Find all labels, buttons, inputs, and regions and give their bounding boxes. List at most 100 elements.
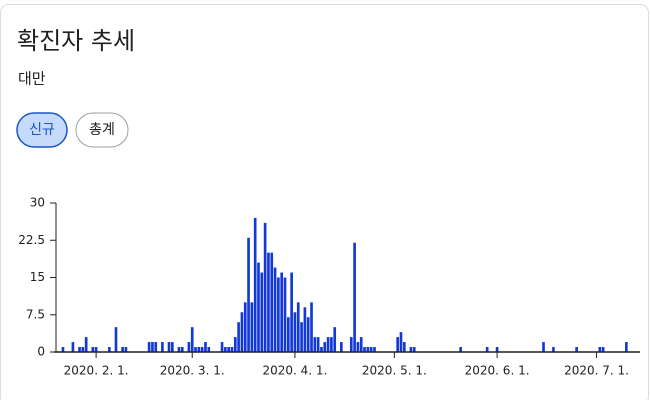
bar: [330, 337, 333, 352]
x-tick-label: 2020. 5. 1.: [362, 364, 427, 378]
bar: [359, 337, 363, 352]
bar: [250, 302, 254, 352]
chart-subtitle: 대만: [18, 70, 46, 88]
bar: [293, 312, 297, 352]
bar: [333, 327, 337, 352]
bar: [396, 337, 400, 352]
x-tick-label: 2020. 4. 1.: [263, 364, 328, 378]
bar: [233, 337, 237, 352]
bar: [161, 342, 164, 352]
bar: [114, 327, 118, 352]
bar: [283, 277, 287, 352]
bar: [323, 342, 327, 352]
bar: [625, 342, 628, 352]
bar: [197, 347, 201, 352]
bar: [316, 337, 320, 352]
bar: [180, 347, 184, 352]
bar: [412, 347, 416, 352]
y-tick-label: 22.5: [18, 233, 45, 247]
tab-label[interactable]: 총계: [89, 122, 115, 138]
bar: [306, 317, 310, 352]
bar: [108, 347, 111, 352]
x-tick-label: 2020. 3. 1.: [160, 364, 225, 378]
tab-button[interactable]: [75, 112, 129, 148]
bar: [300, 322, 303, 352]
bar: [273, 267, 277, 352]
bar: [243, 302, 247, 352]
bar: [78, 347, 81, 352]
bar: [260, 272, 264, 352]
bar: [366, 347, 370, 352]
bar: [240, 312, 244, 352]
tab-button[interactable]: [16, 112, 68, 148]
x-tick-label: 2020. 6. 1.: [465, 364, 530, 378]
bar: [187, 342, 191, 352]
bar: [194, 347, 197, 352]
bar: [147, 342, 151, 352]
bar: [363, 347, 366, 352]
bar: [402, 342, 406, 352]
y-tick-label: 30: [30, 196, 45, 210]
bar: [373, 347, 376, 352]
y-tick-label: 15: [30, 270, 45, 284]
bar: [303, 307, 307, 352]
bar: [542, 342, 545, 352]
tab-label[interactable]: 신규: [29, 122, 55, 138]
card-border: [0, 4, 649, 404]
bar: [280, 272, 284, 352]
bar: [253, 217, 257, 352]
bar: [257, 262, 260, 352]
bar: [247, 237, 250, 352]
bar: [459, 347, 462, 352]
bar: [81, 347, 85, 352]
bar: [277, 277, 280, 352]
chart-title: 확진자 추세: [17, 27, 135, 55]
tab-group: 신규 총계: [16, 112, 129, 148]
bar: [340, 342, 343, 352]
bar: [124, 347, 128, 352]
x-tick-label: 2020. 2. 1.: [64, 364, 129, 378]
bar: [286, 317, 290, 352]
bar: [207, 347, 211, 352]
bar: [320, 347, 323, 352]
bar: [310, 302, 313, 352]
y-tick-label: 0: [37, 345, 45, 359]
bar: [200, 347, 204, 352]
bar: [399, 332, 403, 352]
bar: [94, 347, 98, 352]
bar: [349, 337, 353, 352]
bar: [296, 302, 300, 352]
bar: [263, 222, 267, 352]
bar: [270, 252, 274, 352]
bar: [121, 347, 124, 352]
bar: [220, 342, 224, 352]
bar: [353, 242, 356, 352]
x-tick-label: 2020. 7. 1.: [564, 364, 629, 378]
bar: [326, 337, 330, 352]
bar: [154, 342, 158, 352]
bar: [224, 347, 227, 352]
bar: [552, 347, 555, 352]
bar: [61, 347, 65, 352]
bar: [190, 327, 194, 352]
bar: [601, 347, 605, 352]
bar: [409, 347, 413, 352]
bar: [91, 347, 95, 352]
bar: [485, 347, 489, 352]
bar: [290, 272, 293, 352]
y-tick-label: 7.5: [26, 307, 45, 321]
bar: [84, 337, 88, 352]
bar: [167, 342, 171, 352]
bar: [237, 322, 240, 352]
bar: [267, 252, 270, 352]
bar: [369, 347, 373, 352]
bar: [356, 342, 360, 352]
bar: [313, 337, 317, 352]
bar: [204, 342, 207, 352]
bar: [151, 342, 154, 352]
bar: [227, 347, 230, 352]
bar: [230, 347, 234, 352]
bar: [575, 347, 578, 352]
bar: [598, 347, 602, 352]
